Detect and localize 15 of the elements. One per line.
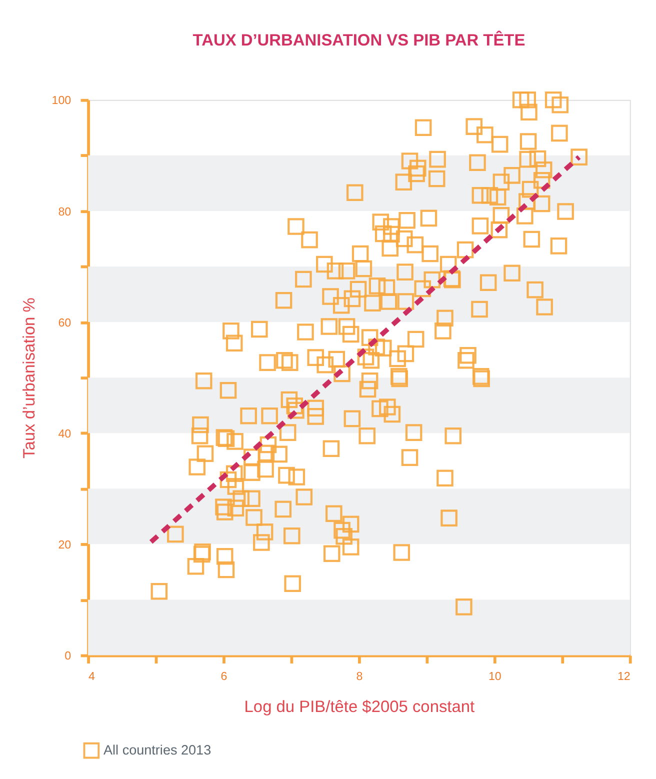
x-tick-label: 12 [617,670,630,683]
y-tick-label: 40 [58,427,72,440]
x-axis-title: Log du PIB/tête $2005 constant [244,698,476,716]
y-tick-label: 100 [52,94,72,108]
x-tick-label: 8 [356,670,363,683]
x-tick-label: 10 [488,670,502,683]
chart-title: TAUX D’URBANISATION VS PIB PAR TÊTE [192,30,526,50]
x-tick-label: 6 [220,670,228,683]
y-tick-label: 0 [64,650,72,663]
x-tick-label: 4 [88,670,96,683]
y-tick-label: 80 [58,205,72,218]
y-axis-title: Taux d’urbanisation % [20,297,38,458]
y-tick-label: 60 [58,316,72,330]
legend-label: All countries 2013 [104,742,212,758]
y-tick-label: 20 [58,538,72,552]
